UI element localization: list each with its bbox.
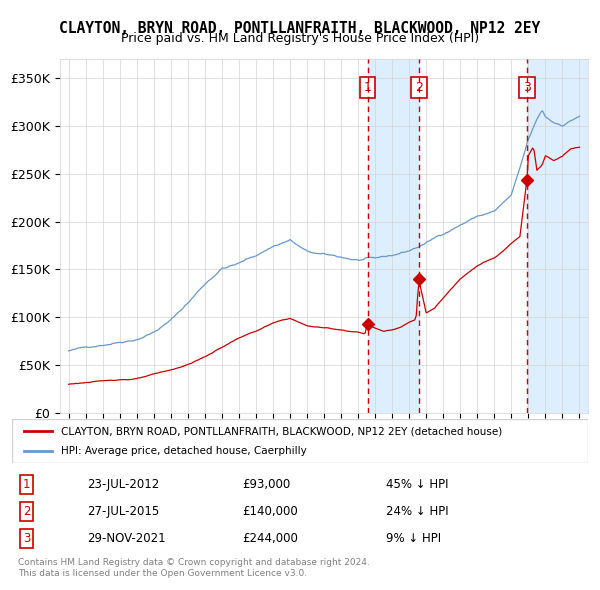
Text: 9% ↓ HPI: 9% ↓ HPI	[386, 532, 442, 545]
Text: 3: 3	[523, 81, 531, 94]
FancyBboxPatch shape	[12, 419, 588, 463]
Bar	[527, 59, 588, 413]
Bar	[368, 59, 419, 413]
Text: CLAYTON, BRYN ROAD, PONTLLANFRAITH, BLACKWOOD, NP12 2EY: CLAYTON, BRYN ROAD, PONTLLANFRAITH, BLAC…	[59, 21, 541, 35]
Text: £244,000: £244,000	[242, 532, 298, 545]
Text: CLAYTON, BRYN ROAD, PONTLLANFRAITH, BLACKWOOD, NP12 2EY (detached house): CLAYTON, BRYN ROAD, PONTLLANFRAITH, BLAC…	[61, 427, 502, 436]
Text: 27-JUL-2015: 27-JUL-2015	[87, 505, 159, 518]
Text: HPI: Average price, detached house, Caerphilly: HPI: Average price, detached house, Caer…	[61, 446, 307, 455]
Text: Contains HM Land Registry data © Crown copyright and database right 2024.: Contains HM Land Registry data © Crown c…	[18, 558, 370, 566]
Text: 3: 3	[23, 532, 30, 545]
Text: 24% ↓ HPI: 24% ↓ HPI	[386, 505, 449, 518]
Text: 23-JUL-2012: 23-JUL-2012	[87, 478, 159, 491]
Text: £93,000: £93,000	[242, 478, 290, 491]
Text: Price paid vs. HM Land Registry's House Price Index (HPI): Price paid vs. HM Land Registry's House …	[121, 32, 479, 45]
Text: 29-NOV-2021: 29-NOV-2021	[87, 532, 166, 545]
Text: 2: 2	[23, 505, 30, 518]
Text: 2: 2	[415, 81, 423, 94]
Text: £140,000: £140,000	[242, 505, 298, 518]
Text: 1: 1	[23, 478, 30, 491]
Text: This data is licensed under the Open Government Licence v3.0.: This data is licensed under the Open Gov…	[18, 569, 307, 578]
Text: 1: 1	[364, 81, 371, 94]
Text: 45% ↓ HPI: 45% ↓ HPI	[386, 478, 449, 491]
